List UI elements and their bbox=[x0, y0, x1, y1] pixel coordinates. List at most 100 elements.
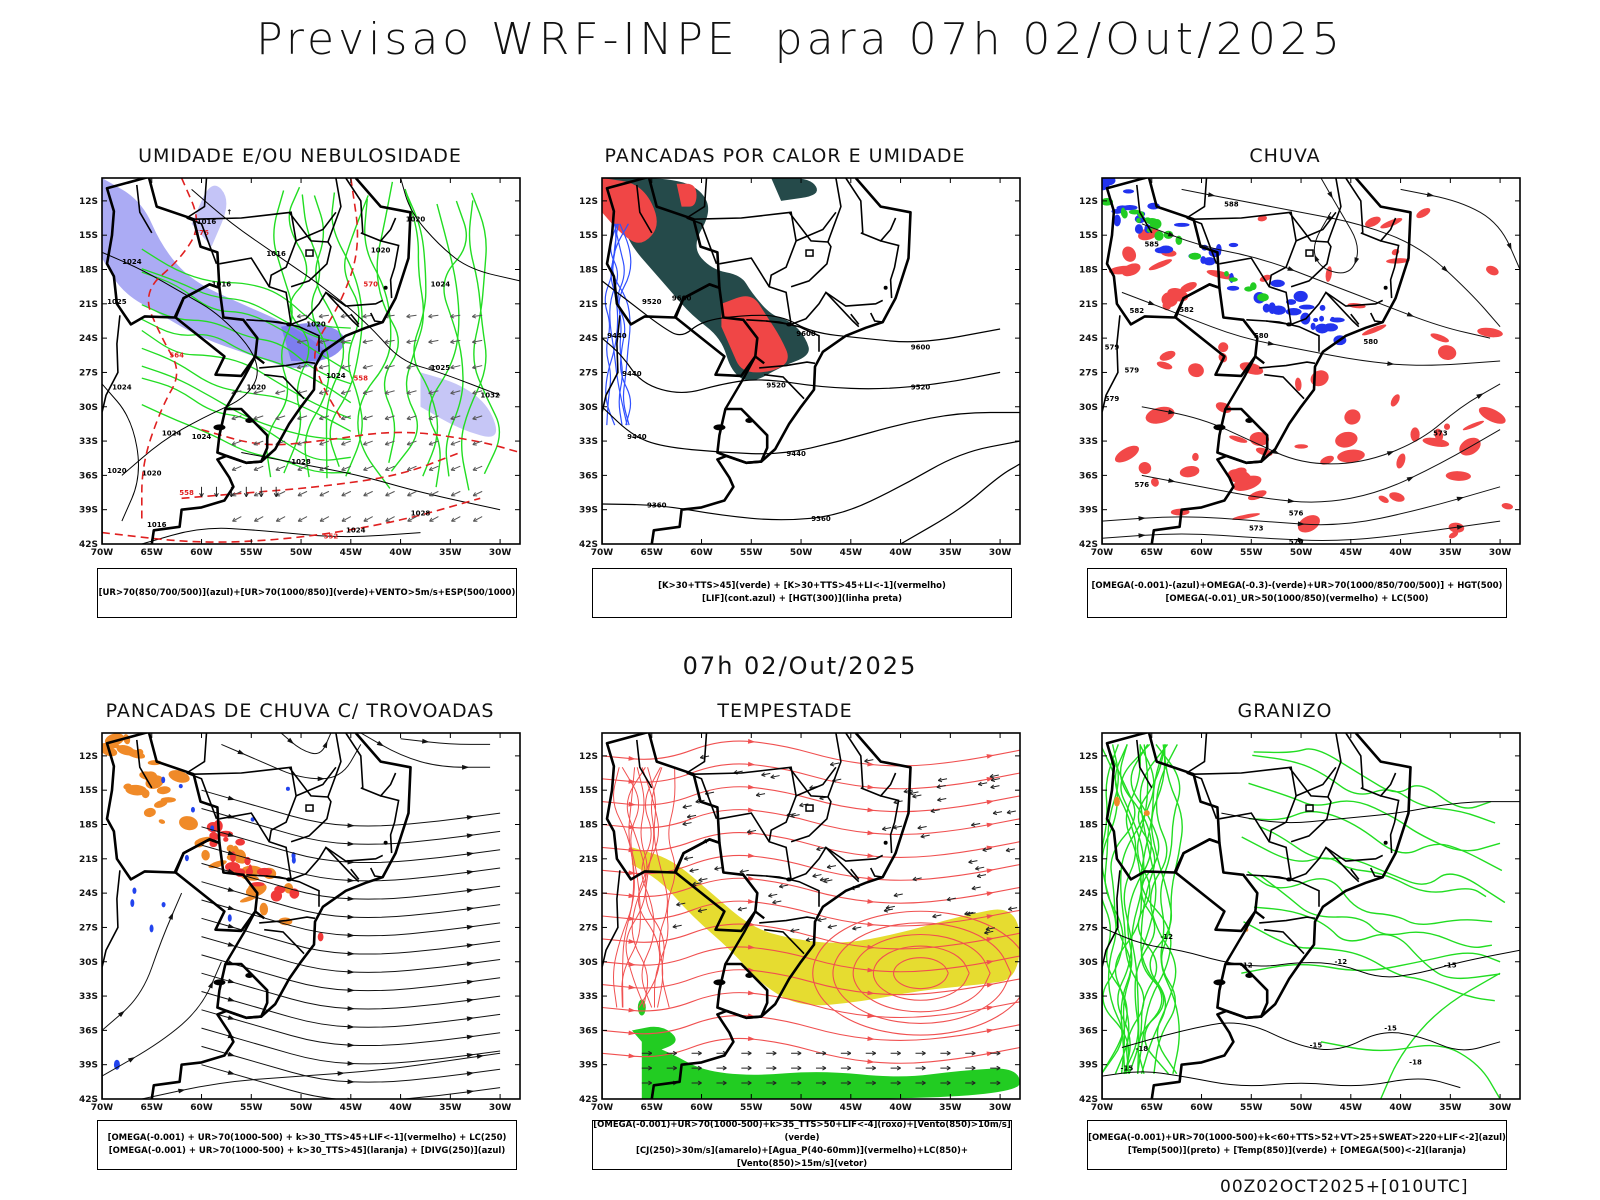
contour-label: 579 bbox=[1125, 366, 1140, 374]
state-border bbox=[325, 846, 384, 862]
lat-label: 18S bbox=[79, 266, 98, 276]
humidity-lower-green bbox=[141, 318, 352, 404]
wind-vector bbox=[819, 879, 825, 882]
streamline-arrow bbox=[1168, 478, 1176, 483]
state-border bbox=[1295, 211, 1337, 242]
panel-chuva: CHUVA bbox=[1060, 145, 1540, 625]
storm-orange bbox=[201, 849, 210, 861]
wind-vector bbox=[982, 848, 992, 851]
lon-label: 50W bbox=[790, 1103, 813, 1113]
thickness-contour bbox=[313, 178, 359, 419]
wind-vector bbox=[472, 390, 483, 394]
wind-vector bbox=[341, 466, 345, 471]
panel-umidade: UMIDADE E/OU NEBULOSIDADE bbox=[60, 145, 540, 625]
precip-water-arrow bbox=[747, 761, 756, 767]
wind-vector bbox=[893, 892, 898, 897]
rain-green bbox=[1188, 252, 1202, 260]
map-chuva: 588 585 582 582 580 579 579 579 580 576 576 573 570 5… bbox=[1079, 177, 1521, 558]
wind-vector bbox=[739, 869, 744, 873]
contour-label: 9360 bbox=[811, 515, 831, 523]
wind-vector bbox=[472, 415, 476, 420]
contour-label: 573 bbox=[1433, 429, 1448, 437]
storm-orange bbox=[168, 770, 190, 783]
precip-water-contour bbox=[872, 945, 970, 1001]
wind-vector bbox=[384, 415, 389, 420]
isobar bbox=[191, 189, 501, 396]
wind-vector bbox=[698, 879, 703, 883]
panel-title: PANCADAS POR CALOR E UMIDADE bbox=[604, 145, 966, 167]
precip-water-arrow bbox=[986, 1051, 995, 1057]
rain-red bbox=[1159, 350, 1176, 361]
wind-vector bbox=[852, 925, 856, 930]
humidity-upper-blue bbox=[281, 323, 345, 361]
temp850-contour bbox=[1259, 875, 1493, 948]
wind-vector bbox=[683, 856, 688, 860]
lat-label: 27S bbox=[1079, 368, 1098, 378]
precip-water-arrow bbox=[867, 830, 875, 836]
wind-vector bbox=[428, 367, 433, 370]
wind-vector bbox=[770, 774, 775, 778]
wind-vector bbox=[363, 490, 373, 497]
lake-mark bbox=[1213, 424, 1226, 431]
wind-vector bbox=[896, 1052, 901, 1056]
wind-vector bbox=[384, 441, 389, 445]
wind-vector bbox=[362, 367, 367, 370]
state-border bbox=[1369, 312, 1383, 323]
lat-label: 39S bbox=[79, 1061, 98, 1071]
wind-vector bbox=[406, 390, 417, 394]
rain-red bbox=[1501, 503, 1513, 510]
wind-vector bbox=[882, 826, 886, 830]
lon-label: 45W bbox=[840, 548, 863, 558]
streamline-arrow bbox=[347, 1042, 355, 1048]
wind-vector bbox=[827, 865, 837, 868]
wind-vector bbox=[253, 440, 264, 446]
precip-water-arrow bbox=[867, 853, 875, 858]
streamline bbox=[201, 1009, 501, 1047]
wind-vector bbox=[946, 1065, 951, 1069]
wind-vector bbox=[384, 365, 395, 369]
wind-vector bbox=[428, 440, 439, 446]
state-border bbox=[360, 772, 397, 797]
wind-vector bbox=[232, 490, 242, 497]
state-border bbox=[860, 772, 897, 797]
wind-vector bbox=[984, 930, 988, 934]
wind-vector bbox=[936, 784, 946, 788]
wind-vector bbox=[871, 1052, 876, 1056]
storm-orange bbox=[259, 902, 269, 916]
plot-area: 588 585 582 582 580 579 579 579 580 576 576 573 570 5… bbox=[1102, 178, 1520, 546]
rain-red bbox=[1477, 327, 1503, 338]
wind-vector bbox=[318, 390, 323, 394]
contour-label: 570 bbox=[1289, 538, 1304, 546]
streamline-arrow bbox=[466, 1034, 475, 1040]
contour-label: 585 bbox=[1144, 241, 1159, 249]
lon-label: 30W bbox=[989, 1103, 1012, 1113]
wind-vector bbox=[737, 909, 742, 912]
wind-vector bbox=[722, 1067, 727, 1071]
panel-title: CHUVA bbox=[1249, 145, 1321, 167]
temp850-contour bbox=[1140, 744, 1173, 1074]
wind-vector bbox=[472, 440, 483, 446]
state-border bbox=[1136, 739, 1153, 789]
wind-vector bbox=[407, 444, 412, 446]
wind-vector bbox=[407, 490, 417, 497]
lon-label: 35W bbox=[1439, 1103, 1462, 1113]
lat-label: 42S bbox=[79, 1095, 98, 1105]
state-border bbox=[290, 291, 360, 328]
wind-vector bbox=[296, 364, 301, 369]
wind-vector bbox=[921, 1050, 926, 1054]
wind-vector bbox=[296, 313, 301, 318]
streamline-arrow bbox=[476, 1054, 485, 1059]
precip-water-contour bbox=[852, 933, 991, 1013]
state-border bbox=[295, 211, 337, 242]
wind-vector bbox=[450, 492, 455, 497]
state-border bbox=[880, 795, 900, 854]
lat-label: 18S bbox=[79, 821, 98, 831]
wind-vector bbox=[790, 930, 795, 933]
streamline-arrow bbox=[462, 764, 470, 770]
wind-vector bbox=[1005, 847, 1010, 852]
streamline bbox=[102, 961, 222, 1077]
state-border bbox=[1325, 291, 1384, 307]
wind-vector bbox=[964, 911, 968, 915]
wind-vector bbox=[971, 1050, 976, 1054]
streamline-arrow bbox=[1314, 254, 1320, 262]
